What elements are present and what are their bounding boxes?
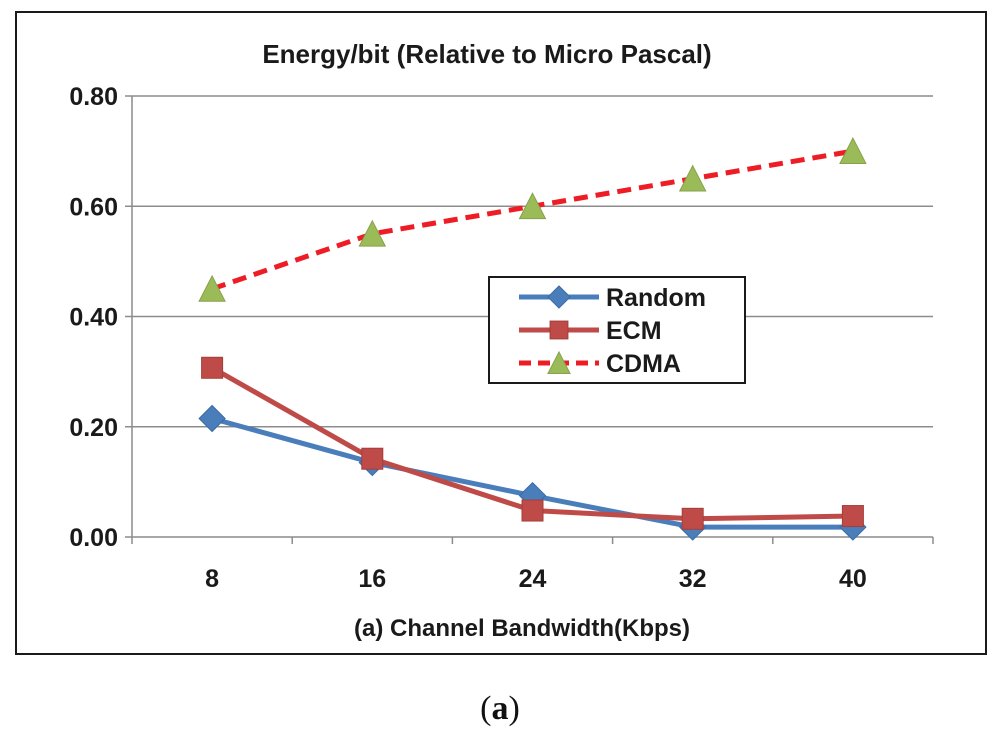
data-point-ecm [841, 505, 864, 528]
data-point-cdma [358, 219, 387, 247]
chart-title: Energy/bit (Relative to Micro Pascal) [262, 39, 711, 69]
y-tick-label: 0.80 [69, 83, 118, 111]
figure-caption: (a) [0, 690, 1000, 728]
x-tick-label: 8 [205, 565, 219, 593]
data-point-cdma [518, 192, 547, 220]
data-point-ecm [521, 499, 544, 522]
y-tick-label: 0.20 [69, 414, 118, 442]
legend-label-random: Random [606, 284, 706, 312]
legend-label-ecm: ECM [606, 317, 662, 345]
x-tick-label: 24 [519, 565, 547, 593]
legend-marker-random [547, 285, 571, 309]
series-line-cdma [211, 148, 854, 292]
caption-label: a [491, 690, 509, 727]
line-chart: Energy/bit (Relative to Micro Pascal) 0.… [69, 39, 934, 642]
axes: 0.00 0.20 0.40 0.60 0.80 8 16 24 32 40 [69, 83, 934, 593]
y-tick-label: 0.00 [69, 524, 118, 552]
data-point-ecm [201, 356, 224, 379]
series-layer [198, 137, 867, 541]
x-tick-label: 16 [358, 565, 386, 593]
data-point-cdma [839, 137, 867, 164]
caption-close-paren: ) [508, 690, 520, 727]
legend-marker-cdma [547, 350, 571, 374]
chart-frame: Energy/bit (Relative to Micro Pascal) 0.… [15, 11, 987, 655]
x-tick-label: 32 [679, 565, 707, 593]
y-tick-label: 0.60 [69, 193, 118, 221]
data-point-cdma [198, 274, 226, 302]
data-point-cdma [678, 164, 707, 192]
legend-marker-ecm [549, 320, 569, 340]
y-tick-label: 0.40 [69, 304, 118, 332]
data-point-ecm [361, 447, 384, 470]
data-point-ecm [681, 507, 704, 530]
legend-label-cdma: CDMA [606, 350, 681, 378]
data-point-random [198, 404, 226, 433]
x-axis-label: (a) Channel Bandwidth(Kbps) [354, 615, 690, 642]
legend: Random ECM CDMA [488, 276, 746, 384]
caption-open-paren: ( [480, 690, 492, 727]
x-tick-label: 40 [839, 565, 867, 593]
